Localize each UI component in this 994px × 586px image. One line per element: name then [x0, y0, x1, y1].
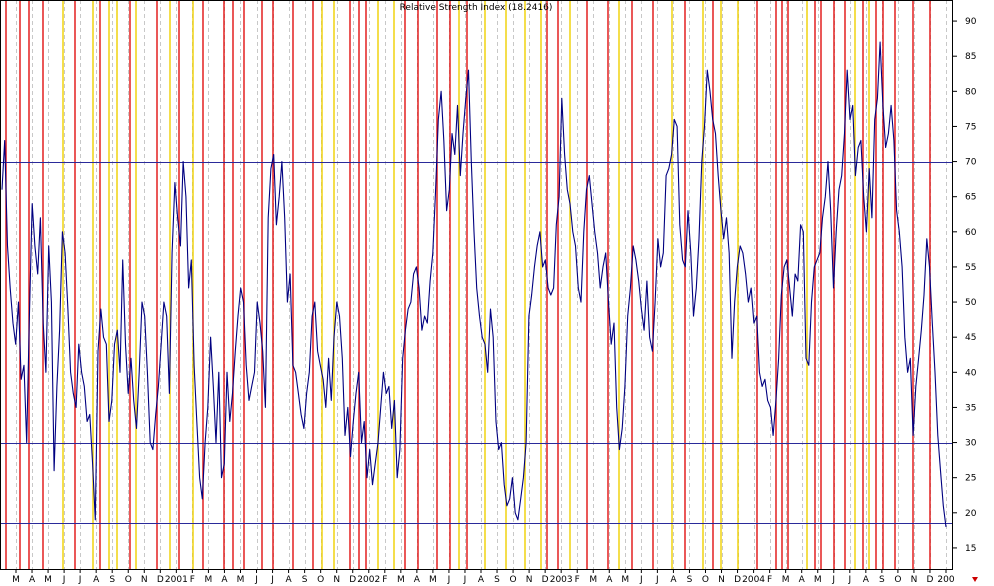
x-tick-label: A — [221, 575, 228, 585]
x-tick-label: A — [478, 575, 485, 585]
x-axis-ticks: M A M J J A S O N D 2001 F M A M J J A S O N D 2002 F M A M J J A S O N D… — [12, 569, 955, 585]
x-tick-label: 2002 — [357, 575, 380, 585]
y-tick-label: 70 — [965, 158, 977, 168]
y-tick-label: 30 — [965, 439, 977, 449]
vertical-event-lines — [5, 0, 931, 569]
y-tick-label: 80 — [965, 87, 977, 97]
x-tick-label: M — [782, 575, 790, 585]
x-tick-label: N — [911, 575, 918, 585]
x-tick-label: S — [687, 575, 693, 585]
y-tick-label: 40 — [965, 368, 977, 378]
x-tick-label: J — [78, 575, 82, 585]
y-tick-label: 20 — [965, 509, 977, 519]
x-tick-label: J — [62, 575, 66, 585]
y-tick-label: 25 — [965, 474, 976, 484]
x-tick-label: J — [655, 575, 659, 585]
rsi-line — [1, 41, 947, 527]
x-tick-label: F — [575, 575, 580, 585]
y-tick-label: 85 — [965, 52, 976, 62]
x-tick-label: 2004 — [742, 575, 765, 585]
y-tick-label: 50 — [965, 298, 977, 308]
x-tick-label: M — [237, 575, 245, 585]
x-tick-label: J — [463, 575, 467, 585]
x-tick-label: O — [125, 575, 132, 585]
x-tick-label: N — [718, 575, 725, 585]
x-tick-label: A — [93, 575, 100, 585]
y-tick-label: 45 — [965, 333, 976, 343]
x-tick-label: D — [349, 575, 356, 585]
x-tick-label: M — [589, 575, 597, 585]
x-tick-label: A — [863, 575, 870, 585]
x-tick-label: N — [333, 575, 340, 585]
x-tick-label: 200 — [937, 575, 954, 585]
x-tick-label: J — [847, 575, 851, 585]
y-axis-ticks: 15 20 25 30 35 40 45 50 55 60 65 70 75 80 85 90 — [952, 17, 977, 554]
x-tick-label: J — [270, 575, 274, 585]
x-tick-label: O — [317, 575, 324, 585]
x-tick-label: D — [926, 575, 933, 585]
y-tick-label: 75 — [965, 122, 976, 132]
x-tick-label: A — [670, 575, 677, 585]
x-tick-label: M — [205, 575, 213, 585]
chart-title: Relative Strength Index (18.2416) — [400, 3, 553, 13]
x-tick-label: 2003 — [550, 575, 573, 585]
x-tick-label: M — [429, 575, 437, 585]
x-tick-label: F — [382, 575, 387, 585]
x-tick-label: M — [814, 575, 822, 585]
x-tick-label: J — [831, 575, 835, 585]
y-tick-label: 90 — [965, 17, 977, 27]
x-tick-label: M — [44, 575, 52, 585]
x-tick-label: M — [621, 575, 629, 585]
x-tick-label: S — [302, 575, 308, 585]
x-tick-label: O — [894, 575, 901, 585]
rsi-series — [1, 41, 947, 527]
x-tick-label: J — [639, 575, 643, 585]
y-tick-label: 35 — [965, 403, 976, 413]
x-tick-label: O — [702, 575, 709, 585]
x-tick-label: A — [606, 575, 613, 585]
x-tick-label: M — [397, 575, 405, 585]
x-tick-label: D — [157, 575, 164, 585]
y-tick-label: 60 — [965, 228, 977, 238]
x-tick-label: S — [494, 575, 500, 585]
y-tick-label: 65 — [965, 193, 976, 203]
x-tick-label: S — [879, 575, 885, 585]
x-tick-label: A — [799, 575, 806, 585]
x-tick-label: A — [286, 575, 293, 585]
x-tick-label: A — [29, 575, 36, 585]
x-tick-label: N — [526, 575, 533, 585]
x-tick-label: A — [414, 575, 421, 585]
x-tick-label: F — [767, 575, 772, 585]
x-tick-label: D — [542, 575, 549, 585]
y-tick-label: 55 — [965, 263, 976, 273]
x-tick-label: F — [190, 575, 195, 585]
x-tick-label: D — [734, 575, 741, 585]
horizontal-reference-lines — [0, 162, 952, 524]
scroll-arrow-icon[interactable] — [972, 577, 978, 582]
plot-frame — [0, 0, 953, 570]
x-tick-label: M — [12, 575, 20, 585]
x-tick-label: J — [447, 575, 451, 585]
y-tick-label: 15 — [965, 544, 976, 554]
x-tick-label: N — [141, 575, 148, 585]
x-tick-label: 2001 — [165, 575, 188, 585]
x-tick-label: J — [254, 575, 258, 585]
vertical-dashed-gridlines — [16, 0, 947, 569]
x-tick-label: O — [510, 575, 517, 585]
x-tick-label: S — [109, 575, 115, 585]
